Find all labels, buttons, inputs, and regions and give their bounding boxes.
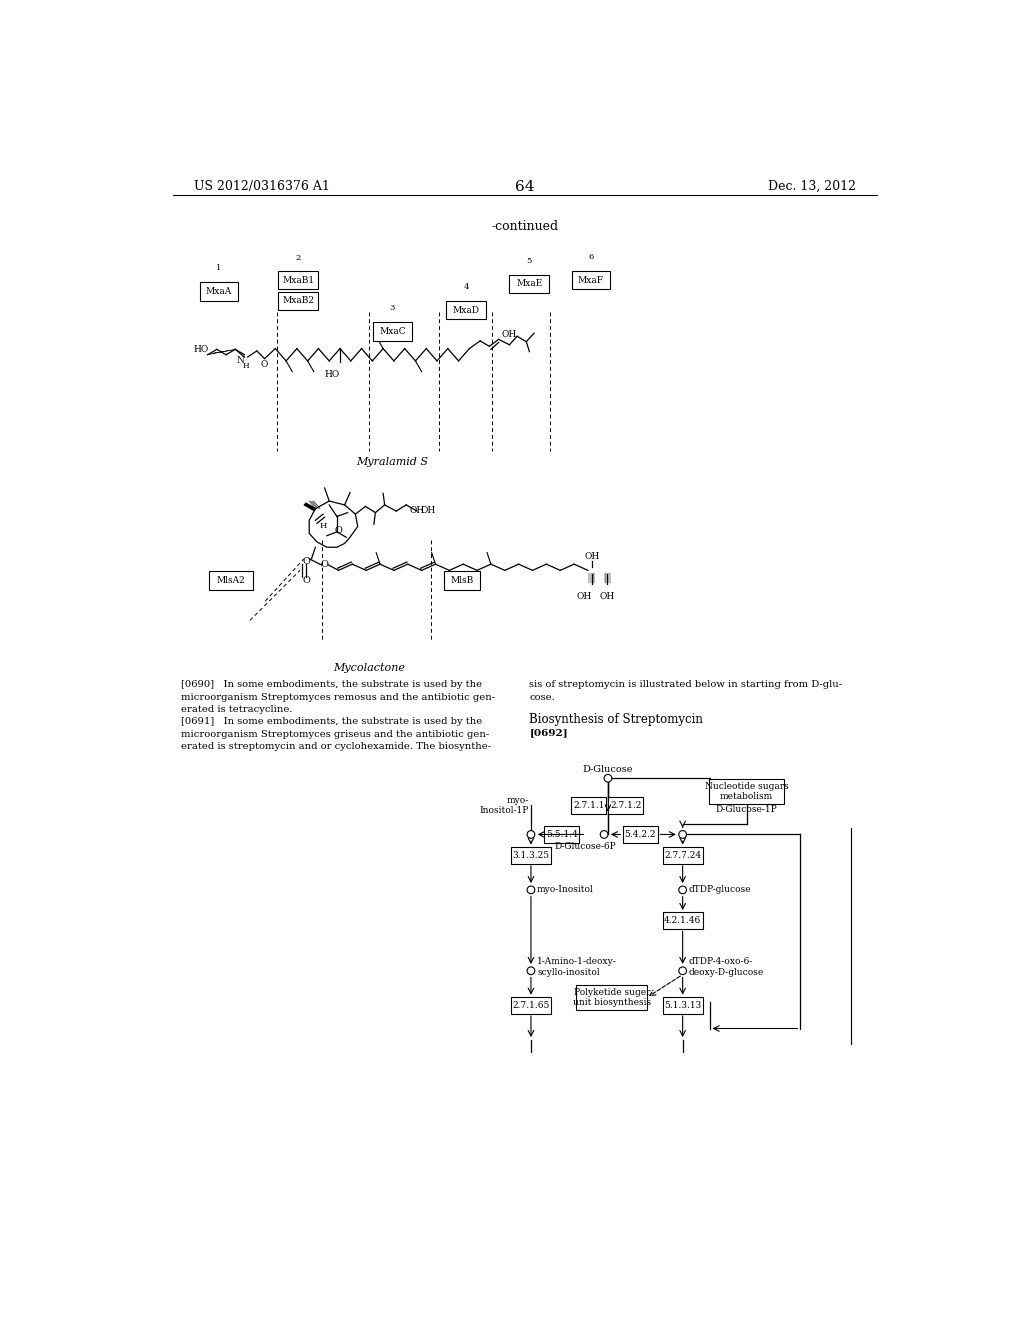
FancyBboxPatch shape — [373, 322, 412, 341]
Text: OH: OH — [420, 506, 435, 515]
Text: D-Glucose: D-Glucose — [583, 766, 633, 775]
Text: 3: 3 — [390, 305, 395, 313]
Text: 3.1.3.25: 3.1.3.25 — [512, 851, 550, 859]
Text: O: O — [335, 525, 342, 535]
FancyBboxPatch shape — [511, 997, 551, 1014]
Text: 1: 1 — [216, 264, 222, 272]
Text: Dec. 13, 2012: Dec. 13, 2012 — [768, 180, 856, 193]
Text: [0691]   In some embodiments, the substrate is used by the: [0691] In some embodiments, the substrat… — [180, 718, 482, 726]
FancyBboxPatch shape — [623, 826, 658, 843]
FancyBboxPatch shape — [544, 826, 580, 843]
Text: MxaB2: MxaB2 — [283, 297, 314, 305]
Text: OH: OH — [502, 330, 517, 339]
FancyBboxPatch shape — [279, 271, 318, 289]
Text: 4: 4 — [464, 282, 469, 290]
Text: microorganism Streptomyces griseus and the antibiotic gen-: microorganism Streptomyces griseus and t… — [180, 730, 488, 739]
Text: MxaF: MxaF — [578, 276, 604, 285]
Circle shape — [527, 830, 535, 838]
Text: O: O — [261, 360, 268, 370]
Text: HO: HO — [194, 345, 209, 354]
FancyBboxPatch shape — [663, 997, 702, 1014]
Text: MxaE: MxaE — [516, 280, 543, 288]
Circle shape — [600, 830, 608, 838]
Text: OH: OH — [584, 552, 599, 561]
Text: OH: OH — [577, 591, 592, 601]
Text: H: H — [319, 521, 327, 529]
Text: 5: 5 — [526, 256, 532, 264]
Circle shape — [679, 830, 686, 838]
Text: 64: 64 — [515, 180, 535, 194]
FancyBboxPatch shape — [663, 847, 702, 863]
Text: O: O — [321, 561, 329, 569]
Text: 1-Amino-1-deoxy-
scyllo-inositol: 1-Amino-1-deoxy- scyllo-inositol — [538, 957, 616, 977]
Text: 5.1.3.13: 5.1.3.13 — [664, 1001, 701, 1010]
FancyBboxPatch shape — [446, 301, 486, 319]
Text: 6: 6 — [589, 253, 594, 261]
Text: Nucleotide sugars
metabolism: Nucleotide sugars metabolism — [705, 781, 788, 801]
Text: MxaD: MxaD — [453, 306, 480, 314]
Text: 5.4.2.2: 5.4.2.2 — [625, 830, 656, 840]
FancyBboxPatch shape — [577, 985, 647, 1010]
Text: D-Glucose-6P: D-Glucose-6P — [554, 842, 615, 851]
FancyBboxPatch shape — [509, 275, 550, 293]
Text: cose.: cose. — [529, 693, 555, 702]
FancyBboxPatch shape — [663, 912, 702, 929]
Text: microorganism Streptomyces remosus and the antibiotic gen-: microorganism Streptomyces remosus and t… — [180, 693, 495, 702]
Text: [0690]   In some embodiments, the substrate is used by the: [0690] In some embodiments, the substrat… — [180, 681, 481, 689]
Text: erated is tetracycline.: erated is tetracycline. — [180, 705, 292, 714]
FancyBboxPatch shape — [443, 572, 480, 590]
Text: 2.7.1.2: 2.7.1.2 — [610, 801, 641, 809]
Text: 4.2.1.46: 4.2.1.46 — [664, 916, 701, 925]
FancyBboxPatch shape — [279, 292, 318, 310]
Circle shape — [679, 966, 686, 974]
Text: myo-Inositol: myo-Inositol — [538, 886, 594, 895]
FancyBboxPatch shape — [608, 797, 643, 813]
Text: Mycolactone: Mycolactone — [333, 663, 406, 673]
FancyBboxPatch shape — [571, 797, 606, 813]
Text: 2.7.1.65: 2.7.1.65 — [512, 1001, 550, 1010]
Circle shape — [679, 886, 686, 894]
Text: MxaA: MxaA — [206, 288, 232, 296]
Text: 5.5.1.4: 5.5.1.4 — [546, 830, 578, 840]
Text: 2.7.7.24: 2.7.7.24 — [665, 851, 701, 859]
Text: O: O — [302, 576, 310, 585]
Text: 2.7.1.1: 2.7.1.1 — [573, 801, 604, 809]
Text: Biosynthesis of Streptomycin: Biosynthesis of Streptomycin — [529, 713, 703, 726]
Text: 2: 2 — [296, 255, 301, 263]
Text: O: O — [302, 557, 310, 565]
FancyBboxPatch shape — [200, 282, 239, 301]
Text: MlsA2: MlsA2 — [216, 576, 245, 585]
Text: MlsB: MlsB — [450, 576, 473, 585]
Text: [0692]: [0692] — [529, 729, 568, 737]
Text: erated is streptomycin and or cyclohexamide. The biosynthe-: erated is streptomycin and or cyclohexam… — [180, 742, 490, 751]
FancyBboxPatch shape — [511, 847, 551, 863]
Circle shape — [527, 966, 535, 974]
FancyBboxPatch shape — [571, 271, 610, 289]
FancyBboxPatch shape — [710, 779, 784, 804]
Text: N: N — [237, 356, 245, 366]
Text: dTDP-4-oxo-6-
deoxy-D-glucose: dTDP-4-oxo-6- deoxy-D-glucose — [689, 957, 764, 977]
Text: Polyketide suger
unit biosynthesis: Polyketide suger unit biosynthesis — [572, 987, 651, 1007]
Text: dTDP-glucose: dTDP-glucose — [689, 886, 752, 895]
Text: MxaC: MxaC — [379, 327, 406, 337]
Circle shape — [527, 886, 535, 894]
Text: sis of streptomycin is illustrated below in starting from D-glu-: sis of streptomycin is illustrated below… — [529, 681, 843, 689]
FancyBboxPatch shape — [209, 572, 253, 590]
Text: Myralamid S: Myralamid S — [356, 457, 428, 467]
Text: H: H — [243, 362, 250, 371]
Text: -continued: -continued — [492, 220, 558, 234]
Text: myo-
Inositol-1P: myo- Inositol-1P — [479, 796, 528, 816]
Text: OH: OH — [410, 506, 425, 515]
Text: MxaB1: MxaB1 — [283, 276, 314, 285]
Text: HO: HO — [325, 370, 340, 379]
Text: OH: OH — [600, 591, 614, 601]
Circle shape — [604, 775, 611, 781]
Text: US 2012/0316376 A1: US 2012/0316376 A1 — [194, 180, 330, 193]
Text: D-Glucose-1P: D-Glucose-1P — [716, 805, 777, 814]
